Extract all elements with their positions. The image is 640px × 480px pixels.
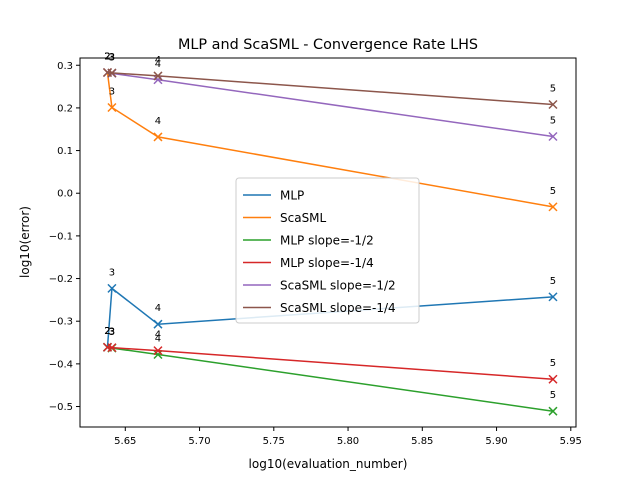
plot-frame <box>79 57 577 428</box>
data-point <box>153 346 163 356</box>
point-label: 3 <box>109 327 115 338</box>
x-tick-label: 5.90 <box>485 436 507 447</box>
legend: MLP ScaSML MLP slope=-1/2 MLP slope=-1/4 Sca… <box>235 177 420 324</box>
x-tick-label: 5.95 <box>560 436 582 447</box>
data-point <box>153 349 163 360</box>
y-axis-label: log10(error) <box>18 206 32 278</box>
data-point <box>548 292 558 302</box>
point-label: 2 <box>104 52 110 63</box>
y-tick-label: −0.1 <box>49 231 73 242</box>
point-label: 2 <box>104 326 110 337</box>
series-line <box>107 71 554 106</box>
y-tick-label: 0.0 <box>57 189 73 200</box>
point-label: 2 <box>104 326 110 337</box>
data-point <box>107 68 117 78</box>
legend-entry: ScaSML <box>280 211 327 225</box>
legend-box <box>235 177 420 324</box>
data-point <box>153 71 163 81</box>
series-line <box>106 72 554 208</box>
legend-entry: ScaSML slope=-1/2 <box>280 279 396 293</box>
y-tick-label: 0.1 <box>57 146 73 157</box>
chart-title: MLP and ScaSML - Convergence Rate LHS <box>178 37 478 53</box>
point-label: 5 <box>550 390 556 401</box>
y-tick-label: 0.3 <box>57 61 73 72</box>
x-tick-label: 5.85 <box>411 436 433 447</box>
data-point <box>153 132 163 142</box>
series-line <box>107 346 554 380</box>
y-tick-label: −0.4 <box>49 359 73 370</box>
data-point <box>107 102 117 113</box>
x-tick-label: 5.65 <box>114 436 136 447</box>
x-axis-label: log10(evaluation_number) <box>249 457 408 471</box>
y-tick-label: −0.5 <box>49 402 73 413</box>
point-label: 4 <box>155 55 161 66</box>
point-label: 2 <box>104 326 110 337</box>
data-point <box>548 131 558 142</box>
data-point <box>107 343 117 353</box>
point-label: 4 <box>155 59 161 70</box>
data-point <box>548 99 558 110</box>
x-tick-label: 5.75 <box>263 436 285 447</box>
point-label: 5 <box>550 83 556 94</box>
data-point <box>548 374 558 384</box>
series-line <box>107 346 554 412</box>
point-label: 3 <box>109 86 115 97</box>
x-tick-label: 5.70 <box>188 436 210 447</box>
y-tick-label: −0.3 <box>49 317 73 328</box>
point-label: 4 <box>155 303 161 314</box>
point-label: 5 <box>550 186 556 197</box>
point-label: 5 <box>550 358 556 369</box>
point-label: 5 <box>550 115 556 126</box>
data-point <box>107 283 117 293</box>
legend-entry: MLP <box>280 189 304 203</box>
data-point <box>153 319 163 329</box>
point-label: 3 <box>109 267 115 278</box>
data-point <box>548 202 558 212</box>
legend-entry: ScaSML slope=-1/4 <box>280 301 396 315</box>
x-axis: 5.65 5.70 5.75 5.80 5.85 5.90 5.95 <box>114 427 582 447</box>
point-label: 2 <box>104 52 110 63</box>
data-point <box>548 406 558 416</box>
point-label: 4 <box>155 116 161 127</box>
series-line <box>107 71 554 138</box>
point-label: 5 <box>550 276 556 287</box>
y-axis: −0.5 −0.4 −0.3 −0.2 −0.1 0.0 0.1 0.2 0.3 <box>49 61 80 413</box>
point-label: 4 <box>155 333 161 344</box>
point-label: 3 <box>109 327 115 338</box>
y-tick-label: −0.2 <box>49 274 73 285</box>
point-label: 3 <box>109 52 115 63</box>
data-point <box>153 75 163 85</box>
legend-entry: MLP slope=-1/2 <box>280 234 374 248</box>
point-label: 2 <box>104 52 110 63</box>
legend-entry: MLP slope=-1/4 <box>280 256 374 270</box>
point-label: 4 <box>155 330 161 341</box>
x-tick-label: 5.80 <box>337 436 359 447</box>
y-tick-label: 0.2 <box>57 103 73 114</box>
